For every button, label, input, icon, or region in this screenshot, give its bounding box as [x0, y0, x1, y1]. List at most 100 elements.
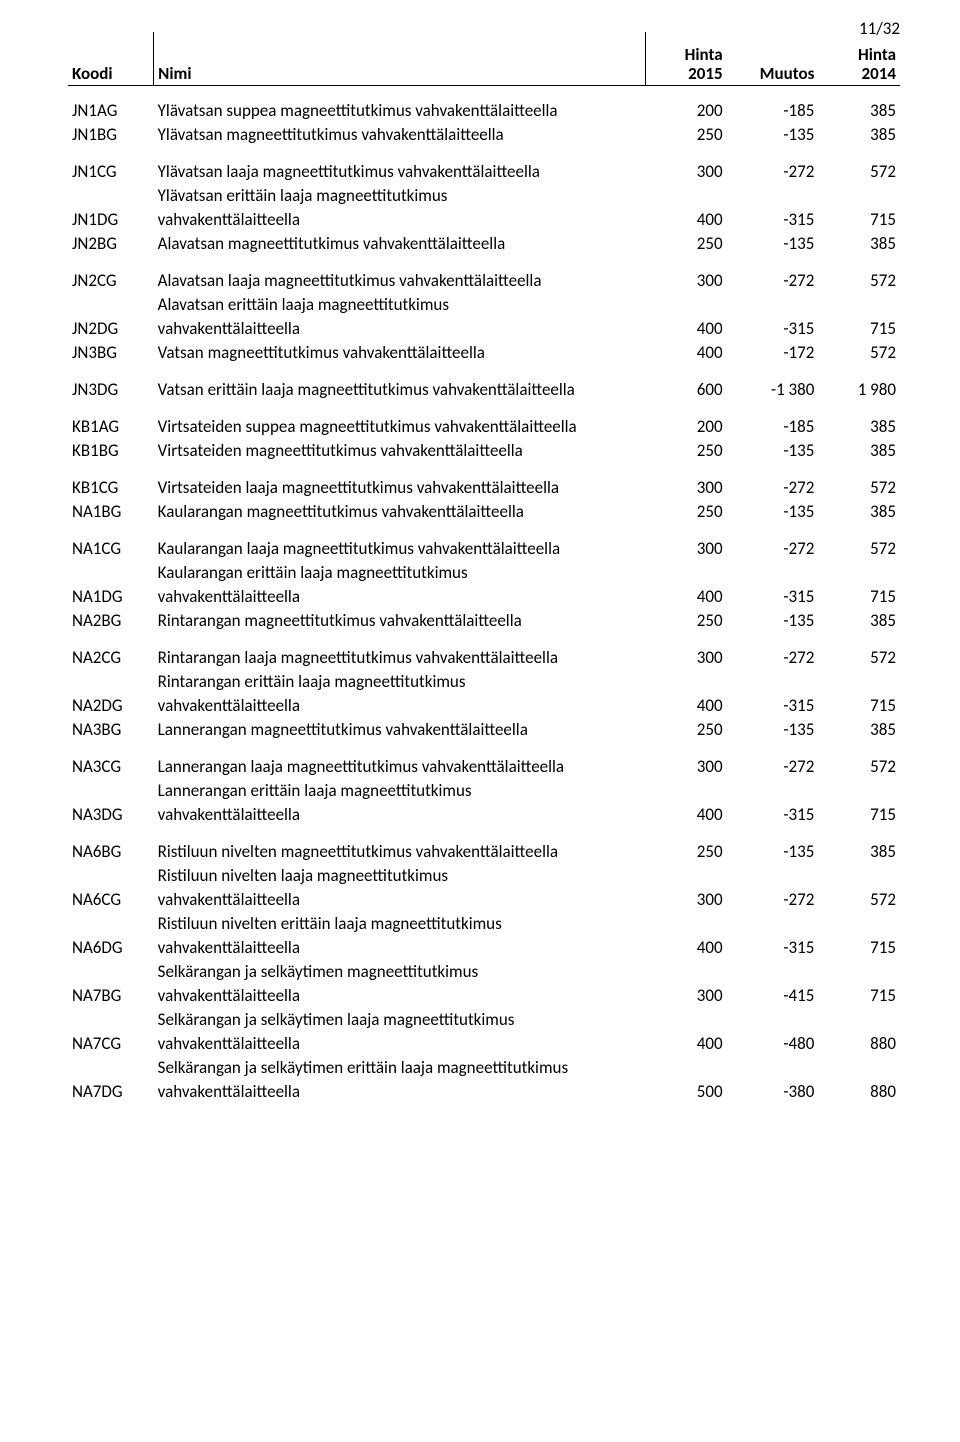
cell-code: NA3BG — [68, 718, 154, 742]
cell-code: NA1CG — [68, 524, 154, 561]
cell-code: NA3CG — [68, 742, 154, 779]
cell-change: -315 — [727, 936, 819, 960]
cell-price-2014 — [818, 779, 900, 803]
table-header: X Koodi X Nimi Hinta 2015 — [68, 32, 900, 86]
cell-name: Ylävatsan erittäin laaja magneettitutkim… — [154, 184, 645, 208]
cell-code: JN1CG — [68, 147, 154, 184]
cell-code: JN2BG — [68, 232, 154, 256]
cell-price-2015: 300 — [645, 633, 727, 670]
cell-price-2015 — [645, 184, 727, 208]
cell-price-2014 — [818, 960, 900, 984]
cell-name: vahvakenttälaitteella — [154, 936, 645, 960]
cell-price-2014: 385 — [818, 123, 900, 147]
cell-code: NA2CG — [68, 633, 154, 670]
cell-price-2014: 572 — [818, 256, 900, 293]
table-row: Selkärangan ja selkäytimen erittäin laaj… — [68, 1056, 900, 1080]
cell-price-2014 — [818, 864, 900, 888]
cell-price-2014: 385 — [818, 718, 900, 742]
cell-name: Rintarangan laaja magneettitutkimus vahv… — [154, 633, 645, 670]
table-row: NA3BGLannerangan magneettitutkimus vahva… — [68, 718, 900, 742]
table-row: Alavatsan erittäin laaja magneettitutkim… — [68, 293, 900, 317]
cell-price-2015 — [645, 864, 727, 888]
cell-change — [727, 293, 819, 317]
header-2015: Hinta 2015 — [645, 32, 727, 86]
cell-change: -380 — [727, 1080, 819, 1104]
cell-name: Selkärangan ja selkäytimen laaja magneet… — [154, 1008, 645, 1032]
cell-price-2014: 572 — [818, 147, 900, 184]
table-row: KB1CGVirtsateiden laaja magneettitutkimu… — [68, 463, 900, 500]
cell-price-2015: 500 — [645, 1080, 727, 1104]
cell-price-2014: 385 — [818, 232, 900, 256]
cell-name: Lannerangan magneettitutkimus vahvakentt… — [154, 718, 645, 742]
cell-price-2014 — [818, 1008, 900, 1032]
cell-price-2015: 400 — [645, 341, 727, 365]
table-row: NA6CGvahvakenttälaitteella300-272572 — [68, 888, 900, 912]
cell-code — [68, 1056, 154, 1080]
cell-change: -135 — [727, 232, 819, 256]
cell-name: Virtsateiden magneettitutkimus vahvakent… — [154, 439, 645, 463]
cell-change: -315 — [727, 585, 819, 609]
table-row: Kaularangan erittäin laaja magneettitutk… — [68, 561, 900, 585]
cell-price-2015: 300 — [645, 742, 727, 779]
header-code: X Koodi — [68, 32, 154, 86]
header-2014: Hinta 2014 — [818, 32, 900, 86]
cell-name: Alavatsan magneettitutkimus vahvakenttäl… — [154, 232, 645, 256]
cell-price-2015: 400 — [645, 1032, 727, 1056]
cell-price-2014: 572 — [818, 633, 900, 670]
table-row: Ristiluun nivelten laaja magneettitutkim… — [68, 864, 900, 888]
cell-name: vahvakenttälaitteella — [154, 585, 645, 609]
cell-code: KB1AG — [68, 402, 154, 439]
cell-code: JN1BG — [68, 123, 154, 147]
cell-price-2014 — [818, 561, 900, 585]
cell-change — [727, 1056, 819, 1080]
cell-change — [727, 779, 819, 803]
cell-change: -272 — [727, 524, 819, 561]
cell-change: -315 — [727, 317, 819, 341]
cell-price-2014: 1 980 — [818, 365, 900, 402]
cell-code — [68, 912, 154, 936]
cell-change: -315 — [727, 694, 819, 718]
cell-change — [727, 864, 819, 888]
cell-price-2015 — [645, 779, 727, 803]
cell-change — [727, 912, 819, 936]
cell-name: Kaularangan magneettitutkimus vahvakentt… — [154, 500, 645, 524]
cell-change: -480 — [727, 1032, 819, 1056]
table-row: NA6DGvahvakenttälaitteella400-315715 — [68, 936, 900, 960]
cell-code: NA1DG — [68, 585, 154, 609]
cell-price-2015: 250 — [645, 439, 727, 463]
cell-price-2014: 880 — [818, 1080, 900, 1104]
cell-change: -135 — [727, 439, 819, 463]
cell-name: Vatsan erittäin laaja magneettitutkimus … — [154, 365, 645, 402]
cell-price-2014: 715 — [818, 317, 900, 341]
cell-code: NA3DG — [68, 803, 154, 827]
cell-change: -135 — [727, 827, 819, 864]
cell-code: JN3DG — [68, 365, 154, 402]
cell-price-2015: 250 — [645, 718, 727, 742]
cell-price-2015: 300 — [645, 463, 727, 500]
cell-change — [727, 670, 819, 694]
cell-name: Selkärangan ja selkäytimen erittäin laaj… — [154, 1056, 645, 1080]
table-row: NA6BGRistiluun nivelten magneettitutkimu… — [68, 827, 900, 864]
cell-price-2015: 400 — [645, 694, 727, 718]
cell-price-2015 — [645, 1056, 727, 1080]
cell-price-2015: 400 — [645, 803, 727, 827]
document-page: 11/32 X Koodi X Nimi — [0, 0, 960, 1164]
table-row: Rintarangan erittäin laaja magneettitutk… — [68, 670, 900, 694]
cell-price-2014: 572 — [818, 463, 900, 500]
cell-name: Ristiluun nivelten magneettitutkimus vah… — [154, 827, 645, 864]
cell-price-2015 — [645, 561, 727, 585]
cell-name: vahvakenttälaitteella — [154, 984, 645, 1008]
table-row: JN1AGYlävatsan suppea magneettitutkimus … — [68, 86, 900, 124]
cell-code — [68, 1008, 154, 1032]
cell-name: Lannerangan erittäin laaja magneettitutk… — [154, 779, 645, 803]
cell-code: NA6DG — [68, 936, 154, 960]
cell-change: -135 — [727, 718, 819, 742]
header-change: X Muutos — [727, 32, 819, 86]
cell-name: vahvakenttälaitteella — [154, 888, 645, 912]
cell-price-2015: 200 — [645, 86, 727, 124]
cell-price-2015 — [645, 1008, 727, 1032]
table-row: NA3CGLannerangan laaja magneettitutkimus… — [68, 742, 900, 779]
cell-price-2014 — [818, 1056, 900, 1080]
cell-name: Ristiluun nivelten laaja magneettitutkim… — [154, 864, 645, 888]
cell-name: Virtsateiden suppea magneettitutkimus va… — [154, 402, 645, 439]
